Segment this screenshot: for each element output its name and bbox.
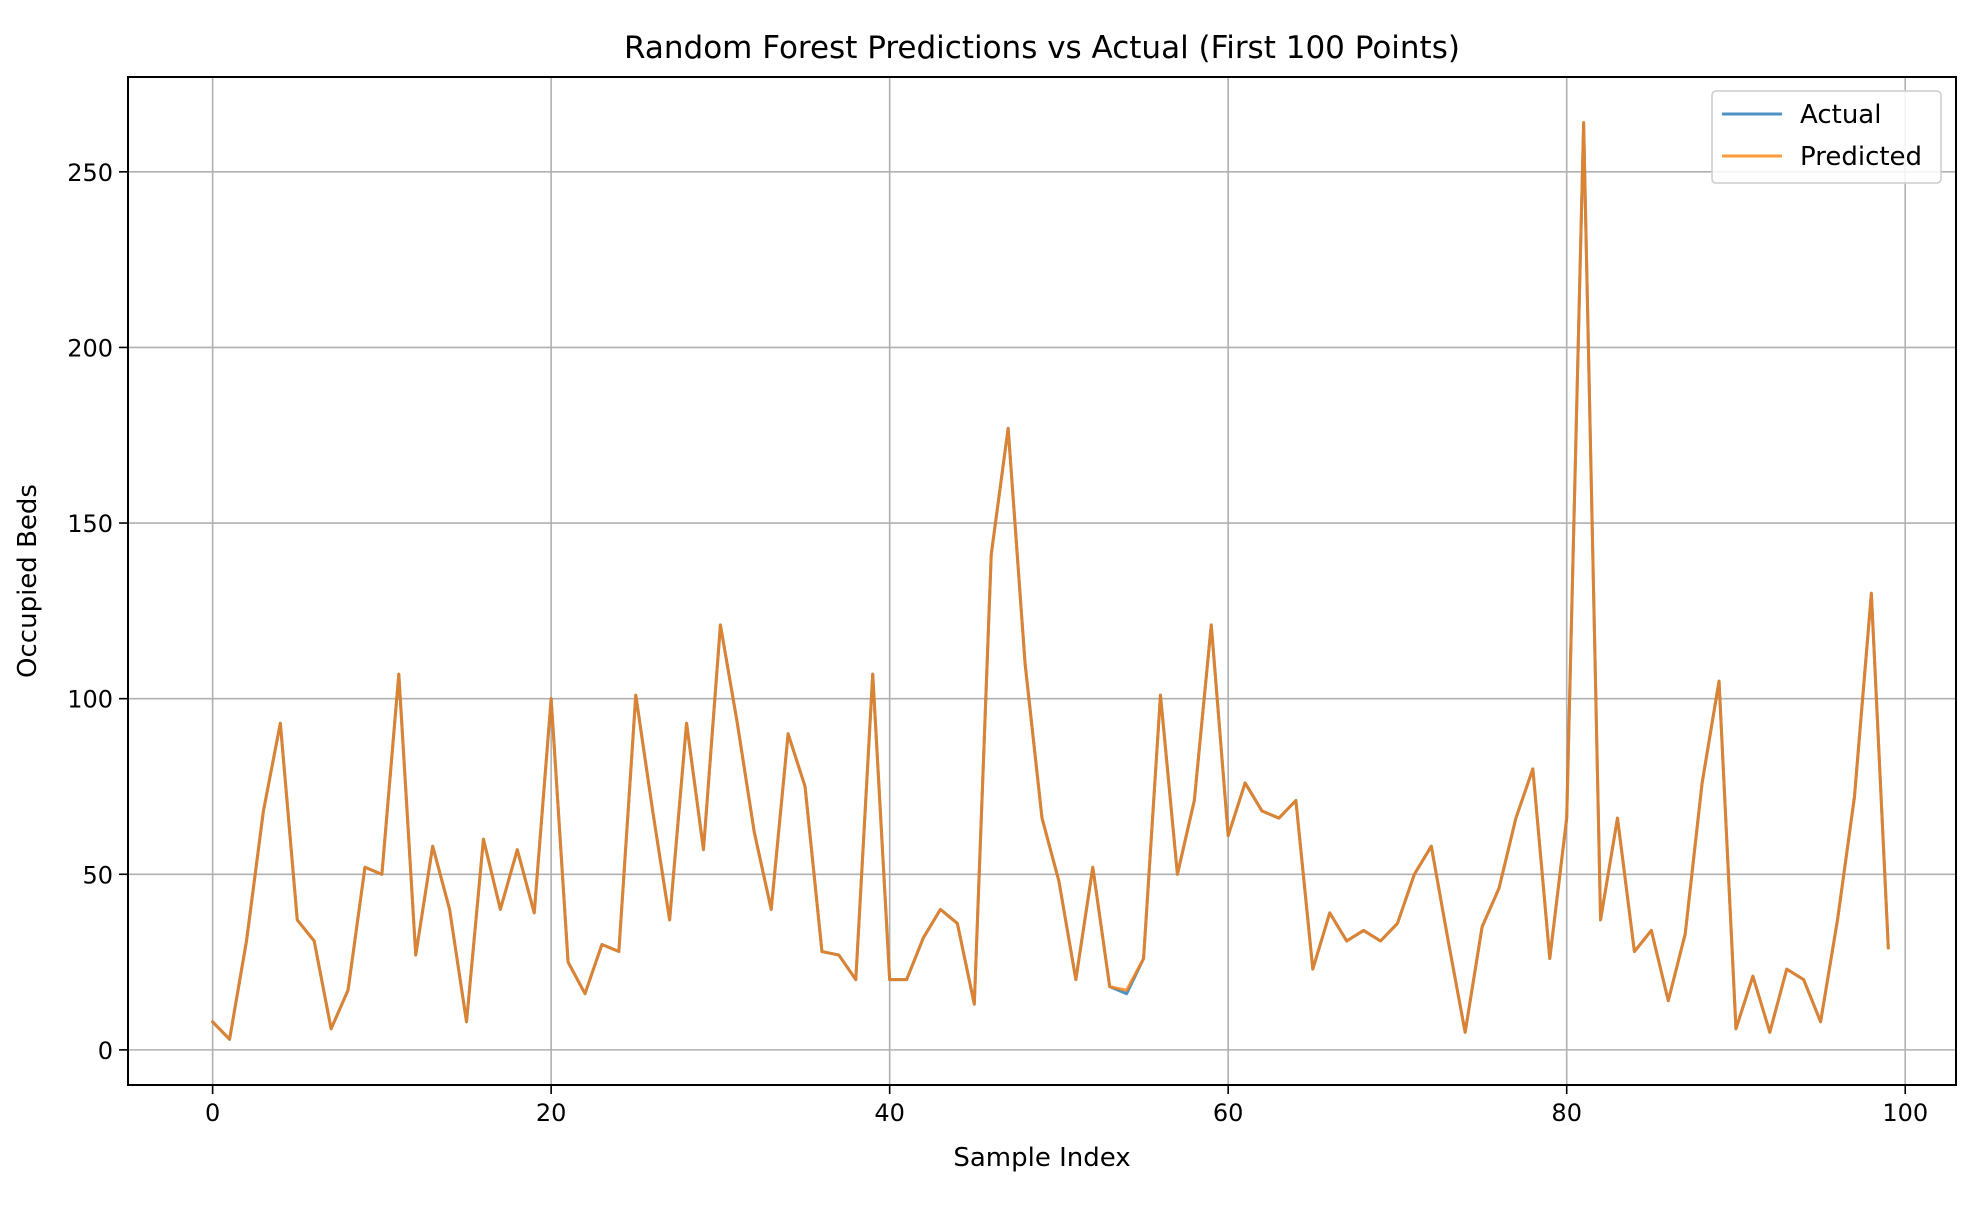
series-layer — [211, 121, 1890, 1041]
x-tick-label: 80 — [1551, 1099, 1582, 1127]
y-tick-label: 150 — [67, 510, 113, 538]
legend: Actual Predicted — [1711, 90, 1942, 184]
legend-label-predicted: Predicted — [1800, 142, 1922, 172]
y-tick-label: 100 — [67, 686, 113, 714]
legend-label-actual: Actual — [1800, 100, 1881, 130]
chart-title: Random Forest Predictions vs Actual (Fir… — [624, 30, 1460, 66]
x-tick-label: 40 — [874, 1099, 905, 1127]
y-axis: 0 50 100 150 200 250 — [67, 159, 128, 1065]
y-tick-label: 50 — [82, 861, 113, 889]
x-tick-label: 0 — [205, 1099, 220, 1127]
x-tick-label: 60 — [1213, 1099, 1244, 1127]
y-axis-label: Occupied Beds — [13, 484, 43, 678]
y-tick-label: 250 — [67, 159, 113, 187]
x-axis-label: Sample Index — [953, 1143, 1130, 1173]
plot-frame — [127, 76, 1957, 1086]
x-tick-label: 100 — [1882, 1099, 1928, 1127]
y-tick-label: 0 — [98, 1037, 113, 1065]
grid — [128, 77, 1956, 1085]
x-axis: 0 20 40 60 80 100 — [205, 1085, 1928, 1127]
x-tick-label: 20 — [536, 1099, 567, 1127]
series-line-predicted — [211, 121, 1890, 1041]
y-tick-label: 200 — [67, 334, 113, 362]
